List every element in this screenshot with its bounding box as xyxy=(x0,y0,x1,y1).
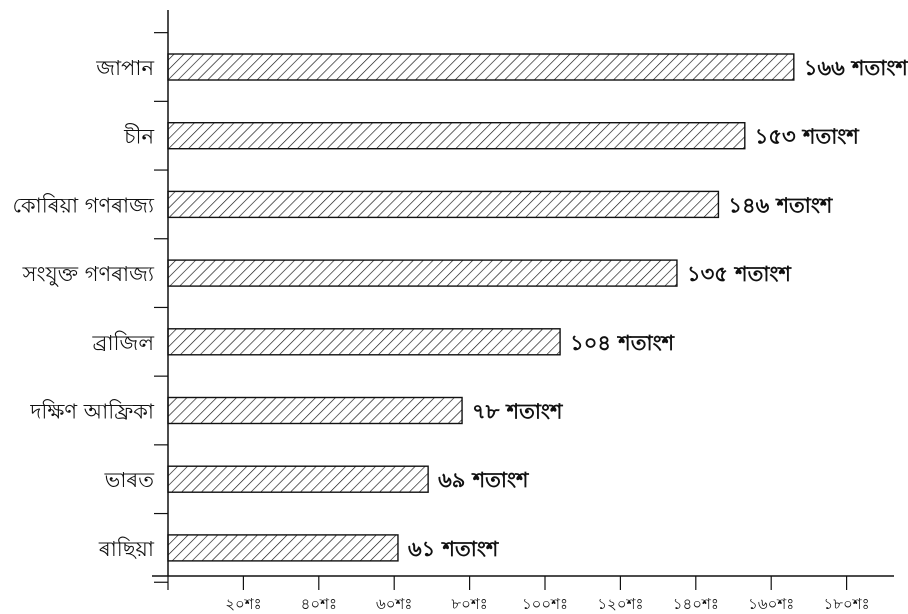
data-label: ৬৯ শতাংশ xyxy=(438,468,530,492)
x-tick-label: ৮০শঃ xyxy=(451,595,487,613)
category-label: ব্ৰাজিল xyxy=(92,331,155,355)
bar xyxy=(167,465,429,493)
bars-group xyxy=(167,53,795,562)
x-tick-label: ৬০শঃ xyxy=(376,595,412,613)
category-label: কোৰিয়া গণৰাজ্য xyxy=(12,193,154,217)
x-tick-label: ২০শঃ xyxy=(225,595,261,613)
bar xyxy=(167,259,678,287)
x-tick-label: ১৪০শঃ xyxy=(673,595,719,613)
category-label: জাপান xyxy=(95,56,154,80)
bar xyxy=(167,190,720,219)
bar xyxy=(167,328,561,356)
data-label: ১৫৩ শতাংশ xyxy=(755,125,861,149)
bar xyxy=(167,121,746,150)
category-label: ভাৰত xyxy=(104,468,156,492)
category-label: ৰাছিয়া xyxy=(98,537,155,561)
x-tick-label: ১০০শঃ xyxy=(522,595,568,613)
data-label: ৭৮ শতাংশ xyxy=(472,400,564,424)
bar xyxy=(167,53,795,81)
labels-group: ২০শঃ ৪০শঃ ৬০শঃ ৮০শঃ ১০০শঃ ১২০শঃ ১৪০শঃ ১৬০শঃ ১৮০শ… xyxy=(12,56,908,613)
category-label: চীন xyxy=(123,124,154,149)
bar xyxy=(167,396,463,425)
category-label: সংযুক্ত গণৰাজ্য xyxy=(22,262,155,286)
axes xyxy=(152,10,894,590)
category-label: দক্ষিণ আফ্ৰিকা xyxy=(29,400,155,424)
x-tick-label: ১৮০শঃ xyxy=(824,595,870,613)
x-tick-label: ১২০শঃ xyxy=(597,595,643,613)
bar xyxy=(167,534,399,562)
x-tick-label: ১৬০শঃ xyxy=(748,595,794,613)
data-label: ৬১ শতাংশ xyxy=(408,537,500,561)
data-label: ১০৪ শতাংশ xyxy=(570,331,676,355)
data-label: ১৩৫ শতাংশ xyxy=(687,262,793,286)
data-label: ১৬৬ শতাংশ xyxy=(804,56,908,80)
data-label: ১৪৬ শতাংশ xyxy=(728,193,834,217)
x-tick-label: ৪০শঃ xyxy=(301,595,337,613)
